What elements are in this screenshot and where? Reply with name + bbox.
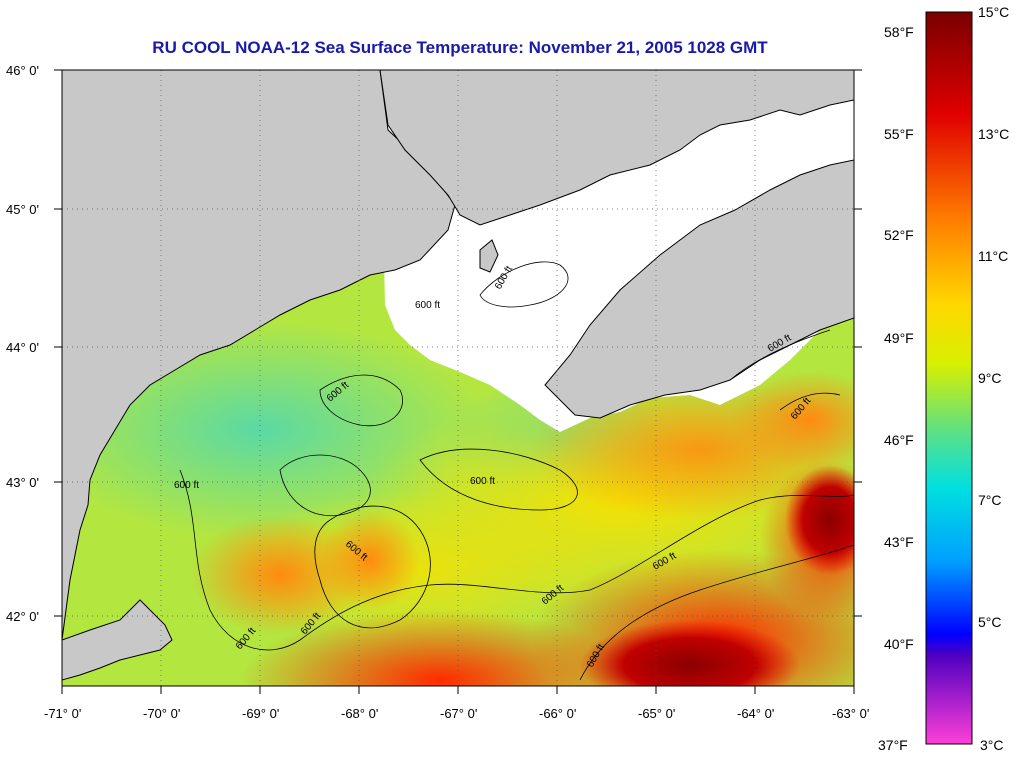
colorbar-c-label: 5°C (978, 614, 1002, 630)
contour-label: 600 ft (470, 476, 495, 487)
colorbar-c-label: 13°C (978, 126, 1009, 142)
x-tick-label: -64° 0' (737, 706, 774, 721)
axis-ticks (54, 69, 862, 694)
colorbar-f-label: 43°F (884, 534, 914, 550)
contour-line (179, 469, 854, 651)
x-tick-label: -70° 0' (143, 706, 180, 721)
contour-line (729, 329, 831, 381)
contour-line (319, 374, 403, 427)
colorbar: 58°F 55°F 52°F 49°F 46°F 43°F 40°F 37°F … (878, 4, 1009, 753)
x-tick-label: -65° 0' (638, 706, 675, 721)
colorbar-f-label: 55°F (884, 126, 914, 142)
colorbar-c-label: 3°C (980, 737, 1004, 753)
x-tick-label: -63° 0' (832, 706, 869, 721)
x-tick-label: -67° 0' (440, 706, 477, 721)
y-tick-label: 43° 0' (6, 475, 39, 490)
colorbar-c-label: 11°C (978, 248, 1008, 264)
y-tick-label: 44° 0' (6, 340, 39, 355)
colorbar-celsius-labels: 15°C 13°C 11°C 9°C 7°C 5°C 3°C (978, 4, 1009, 753)
land-new-brunswick (379, 70, 854, 226)
colorbar-f-label: 58°F (884, 24, 914, 40)
map-title: RU COOL NOAA-12 Sea Surface Temperature:… (152, 38, 768, 57)
grid-lines (62, 70, 854, 686)
colorbar-f-label: 46°F (884, 432, 914, 448)
hot-water-core (580, 620, 800, 686)
land-cape-cod (62, 599, 173, 681)
contour-line (419, 448, 578, 511)
y-tick-label: 46° 0' (6, 63, 39, 78)
colorbar-c-label: 15°C (978, 4, 1009, 20)
y-axis-labels: 46° 0' 45° 0' 44° 0' 43° 0' 42° 0' (6, 63, 39, 624)
y-tick-label: 45° 0' (6, 202, 39, 217)
contour-line (479, 261, 569, 308)
contour-line (314, 505, 431, 629)
y-tick-label: 42° 0' (6, 609, 39, 624)
map-area: 600 ft 600 ft 600 ft 600 ft 600 ft 600 f… (62, 70, 854, 686)
contour-line (779, 392, 841, 411)
contour-label: 600 ft (415, 300, 440, 311)
colorbar-gradient (925, 11, 973, 745)
colorbar-c-label: 7°C (978, 492, 1002, 508)
land-grand-manan (479, 239, 499, 273)
warm-water-region (730, 370, 854, 470)
x-tick-label: -66° 0' (539, 706, 576, 721)
colorbar-f-label: 40°F (884, 636, 914, 652)
x-tick-label: -69° 0' (242, 706, 279, 721)
warm-water-region (320, 510, 420, 610)
depth-contours (179, 261, 854, 681)
colorbar-f-label: 49°F (884, 330, 914, 346)
colorbar-f-label: 52°F (884, 227, 914, 243)
contour-line (279, 454, 371, 517)
colorbar-f-label: 37°F (878, 737, 908, 753)
x-tick-label: -71° 0' (44, 706, 81, 721)
colorbar-c-label: 9°C (978, 370, 1002, 386)
land-nova-scotia (544, 159, 854, 419)
contour-label: 600 ft (174, 480, 199, 491)
hot-water-core (785, 465, 854, 575)
x-tick-label: -68° 0' (341, 706, 378, 721)
contour-line (579, 544, 854, 681)
x-axis-labels: -71° 0' -70° 0' -69° 0' -68° 0' -67° 0' … (44, 706, 869, 721)
colorbar-fahrenheit-labels: 58°F 55°F 52°F 49°F 46°F 43°F 40°F 37°F (878, 24, 914, 753)
